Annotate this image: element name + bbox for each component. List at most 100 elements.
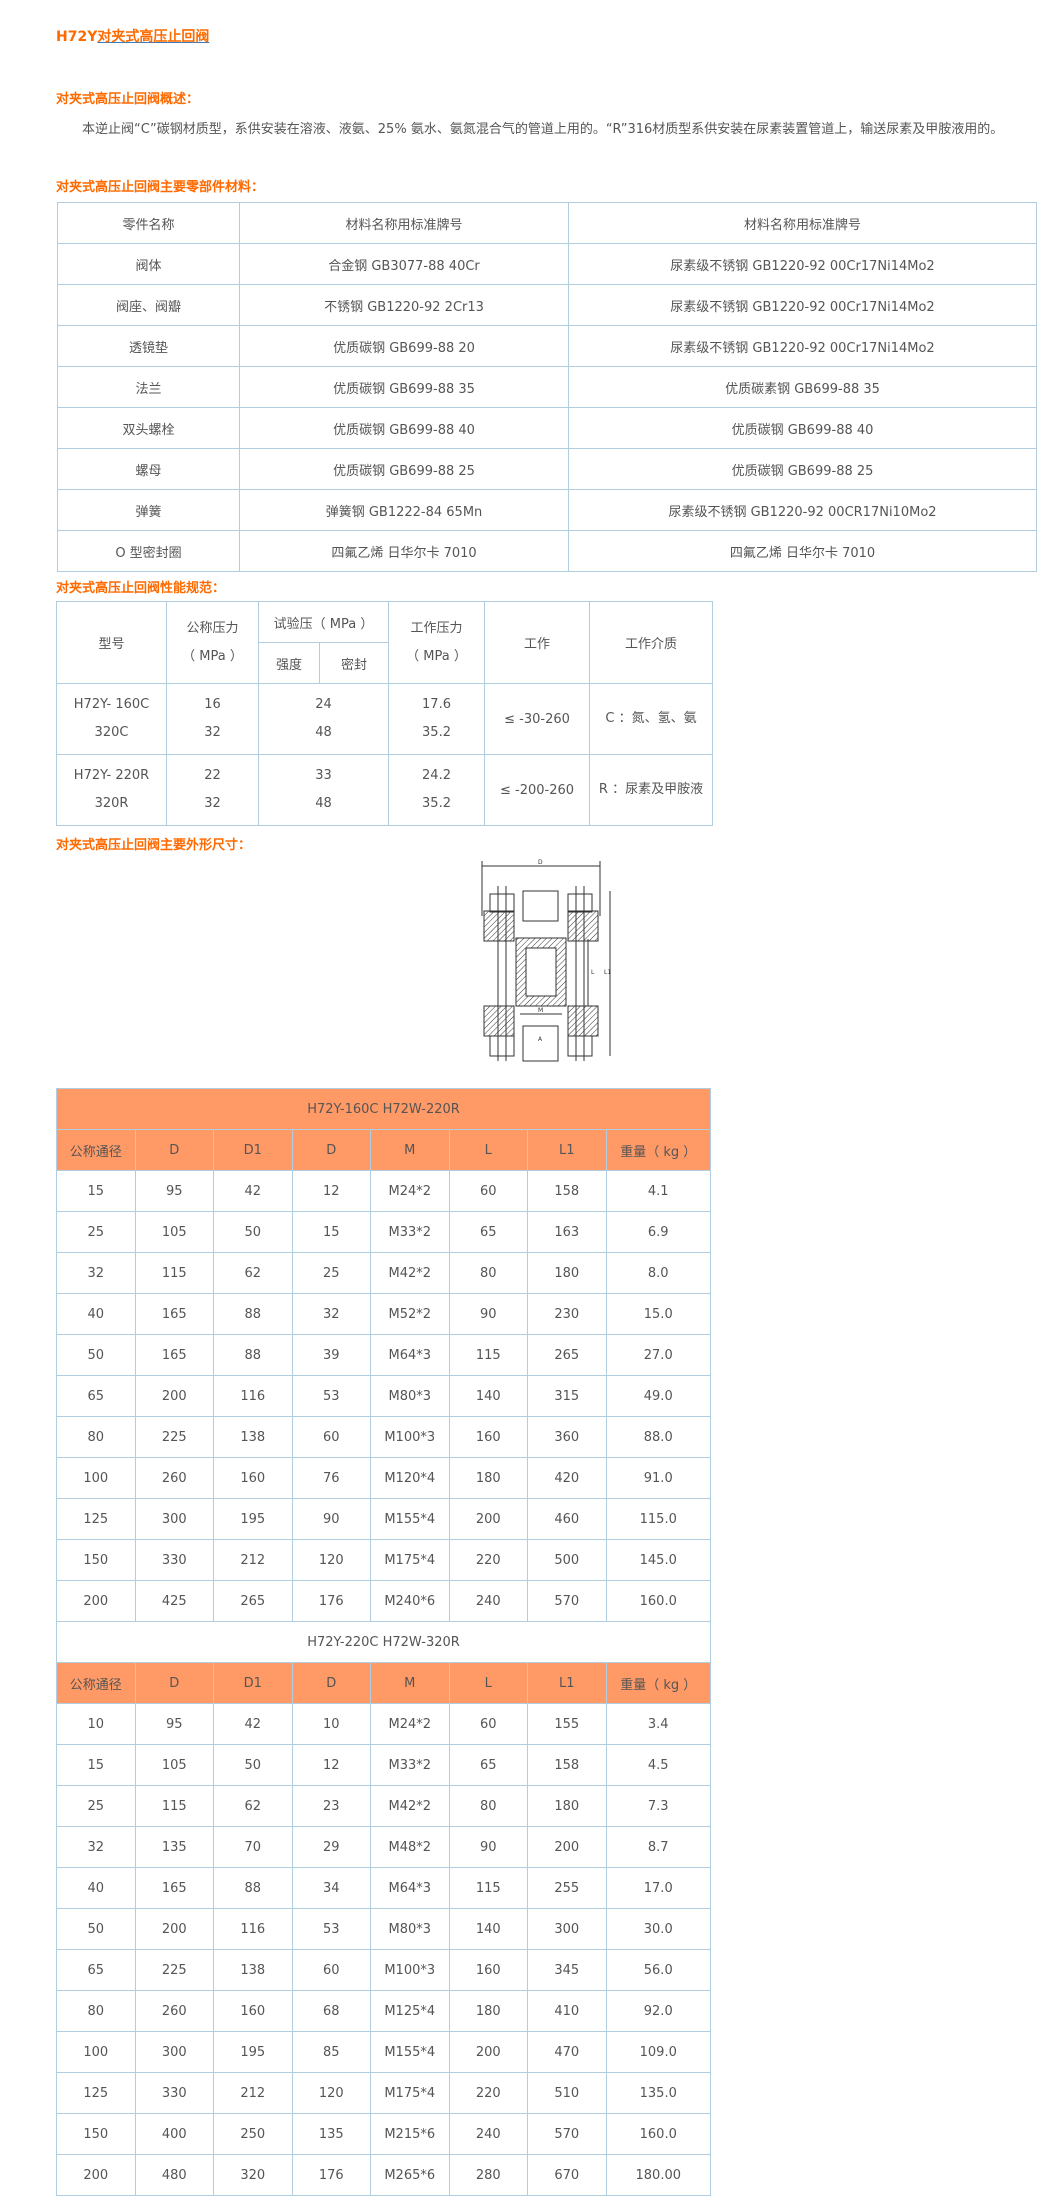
table-cell: 500 [527, 1539, 607, 1581]
table-cell: 200 [448, 1498, 528, 1540]
table-cell: 345 [527, 1949, 607, 1991]
column-header: 公称通径 [56, 1129, 136, 1171]
medium-cell: C ：氮、氢、氨 [589, 683, 713, 755]
table-cell: 40 [56, 1867, 136, 1909]
table-cell: 120 [291, 1539, 371, 1581]
table-row: 10 95 42 10 M24*2 60 155 3.4 [56, 1703, 711, 1745]
work-pressure-cell-b: 35.2 [422, 725, 451, 740]
valve-dimension-drawing: D L L1 M A [481, 859, 611, 1062]
table-row: 透镜垫 优质碳钢 GB699-88 20 尿素级不锈钢 GB1220-92 00Cr… [57, 325, 1037, 367]
table-cell: 95 [134, 1703, 214, 1745]
table-cell: 165 [134, 1334, 214, 1376]
table-row: H72Y- 220R 320R 22 32 33 48 24.2 35.2 ≤ -200-260… [56, 754, 713, 826]
header-test: 试验压（ MPa ） [257, 601, 390, 643]
table-cell: 570 [527, 1580, 607, 1622]
table-cell: 140 [448, 1908, 528, 1950]
table-cell: 25 [56, 1785, 136, 1827]
table-cell: 425 [134, 1580, 214, 1622]
table-cell: M240*6 [370, 1580, 450, 1622]
column-header: D [134, 1129, 214, 1171]
table-cell: 12 [291, 1170, 371, 1212]
table-cell: 300 [527, 1908, 607, 1950]
table-cell: M24*2 [370, 1703, 450, 1745]
table-cell: 250 [213, 2113, 293, 2155]
table-cell: 优质碳钢 GB699-88 35 [239, 366, 569, 408]
table-cell: M175*4 [370, 1539, 450, 1581]
materials-table: 零件名称 材料名称用标准牌号 材料名称用标准牌号 阀体 合金钢 GB3077-88 40… [57, 202, 1037, 572]
table-cell: 670 [527, 2154, 607, 2196]
table-cell: 160 [448, 1949, 528, 1991]
table-row: 200 425 265 176 M240*6 240 570 160.0 [56, 1580, 711, 1622]
table-cell: 315 [527, 1375, 607, 1417]
header-work: 工作 [484, 601, 591, 684]
table-cell: 85 [291, 2031, 371, 2073]
nominal-cell: 22 32 [166, 754, 259, 826]
table-cell: 15 [291, 1211, 371, 1253]
table-cell: 10 [291, 1703, 371, 1745]
column-header: 零件名称 [57, 202, 240, 244]
table-cell: 螺母 [57, 448, 240, 490]
table-cell: 200 [134, 1375, 214, 1417]
table-cell: 透镜垫 [57, 325, 240, 367]
column-header: L [448, 1129, 528, 1171]
table-row: 125 330 212 120 M175*4 220 510 135.0 [56, 2072, 711, 2114]
table-cell: 212 [213, 1539, 293, 1581]
table-cell: 15.0 [605, 1293, 711, 1335]
performance-table: 型号 公称压力 （ MPa ） 试验压（ MPa ） 工作压力 （ MPa ） 工作… [56, 601, 713, 826]
table-cell: 尿素级不锈钢 GB1220-92 00Cr17Ni14Mo2 [568, 243, 1037, 285]
table-row: 40 165 88 34 M64*3 115 255 17.0 [56, 1867, 711, 1909]
table-cell: 115 [134, 1785, 214, 1827]
table-row: 65 225 138 60 M100*3 160 345 56.0 [56, 1949, 711, 1991]
table-cell: 优质碳钢 GB699-88 20 [239, 325, 569, 367]
table-cell: 7.3 [605, 1785, 711, 1827]
table-row: H72Y- 160C 320C 16 32 24 48 17.6 35.2 ≤ -30-260 C… [56, 683, 713, 755]
table-cell: 460 [527, 1498, 607, 1540]
table-cell: 138 [213, 1416, 293, 1458]
title-link[interactable]: 对夹式高压止回阀 [97, 29, 210, 45]
table-cell: 34 [291, 1867, 371, 1909]
table-cell: 115 [134, 1252, 214, 1294]
table-cell: 60 [291, 1416, 371, 1458]
label-m: M [538, 1007, 543, 1014]
header-work-pressure: 工作压力 （ MPa ） [388, 601, 486, 684]
column-header: M [370, 1129, 450, 1171]
table-row: 80 260 160 68 M125*4 180 410 92.0 [56, 1990, 711, 2032]
table-cell: 80 [56, 1416, 136, 1458]
temperature-cell: ≤ -200-260 [484, 754, 591, 826]
table-cell: M64*3 [370, 1867, 450, 1909]
table-cell: 230 [527, 1293, 607, 1335]
header-nominal: 公称压力 （ MPa ） [166, 601, 259, 684]
table-cell: 90 [448, 1826, 528, 1868]
table-cell: 优质碳钢 GB699-88 40 [239, 407, 569, 449]
model-cell: H72Y- 160C 320C [56, 683, 167, 755]
table-row: 25 115 62 23 M42*2 80 180 7.3 [56, 1785, 711, 1827]
table-cell: M48*2 [370, 1826, 450, 1868]
table-cell: 200 [134, 1908, 214, 1950]
table-cell: 160.0 [605, 2113, 711, 2155]
materials-header-row: 零件名称 材料名称用标准牌号 材料名称用标准牌号 [57, 202, 1037, 244]
table-cell: 65 [448, 1744, 528, 1786]
table-cell: 50 [56, 1908, 136, 1950]
table-row: 32 115 62 25 M42*2 80 180 8.0 [56, 1252, 711, 1294]
performance-heading: 对夹式高压止回阀性能规范： [56, 581, 226, 596]
table-cell: 510 [527, 2072, 607, 2114]
table-cell: 优质碳钢 GB699-88 40 [568, 407, 1037, 449]
table-cell: 420 [527, 1457, 607, 1499]
table-cell: 260 [134, 1457, 214, 1499]
table-row: 螺母 优质碳钢 GB699-88 25 优质碳钢 GB699-88 25 [57, 448, 1037, 490]
table-cell: M265*6 [370, 2154, 450, 2196]
title-prefix: H72Y [56, 29, 98, 45]
table-cell: 155 [527, 1703, 607, 1745]
table-cell: 4.5 [605, 1744, 711, 1786]
table-cell: M64*3 [370, 1334, 450, 1376]
table-cell: 80 [448, 1252, 528, 1294]
table-cell: 双头螺栓 [57, 407, 240, 449]
table-cell: M155*4 [370, 2031, 450, 2073]
table-cell: 220 [448, 1539, 528, 1581]
table-row: 阀座、阀瓣 不锈钢 GB1220-92 2Cr13 尿素级不锈钢 GB1220-92… [57, 284, 1037, 326]
table-cell: 160 [448, 1416, 528, 1458]
work-pressure-cell-b: 35.2 [422, 796, 451, 811]
table-cell: 88 [213, 1334, 293, 1376]
table-cell: 50 [213, 1744, 293, 1786]
table-cell: 15 [56, 1744, 136, 1786]
